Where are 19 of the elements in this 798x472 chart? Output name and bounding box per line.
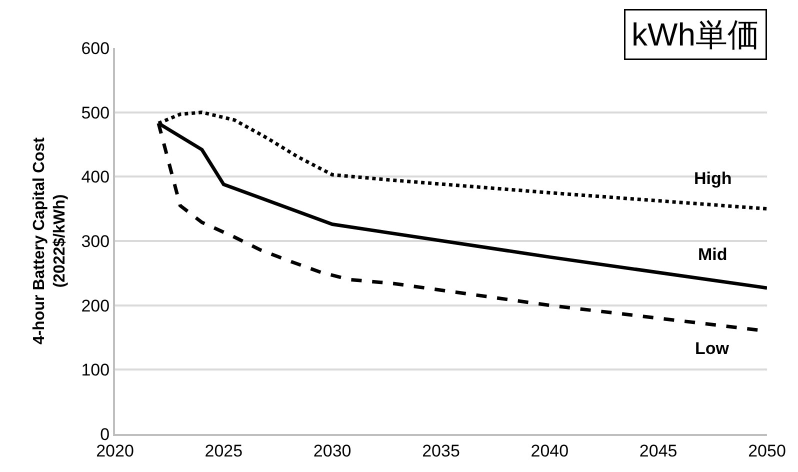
series-label: Low [695,339,730,358]
y-tick-label: 300 [81,232,110,251]
x-tick-label: 2030 [313,441,352,460]
y-tick-label: 200 [81,296,110,316]
series-label: Mid [698,245,728,264]
series-label: High [694,169,732,188]
y-tick-label: 600 [81,38,110,58]
annotation: kWh単価 [632,16,760,52]
y-tick-label: 0 [100,424,110,444]
y-tick-label: 100 [81,360,110,380]
x-tick-label: 2035 [422,441,460,460]
y-axis-title: 4-hour Battery Capital Cost (2022$/kWh) [30,136,69,345]
x-tick-label: 2020 [96,441,134,460]
x-tick-label: 2045 [639,441,678,460]
x-tick-label: 2025 [204,441,243,460]
y-tick-label: 400 [81,168,110,187]
y-tick-label: 500 [81,103,110,122]
x-tick-label: 2040 [530,441,569,460]
x-tick-label: 2050 [748,441,786,460]
